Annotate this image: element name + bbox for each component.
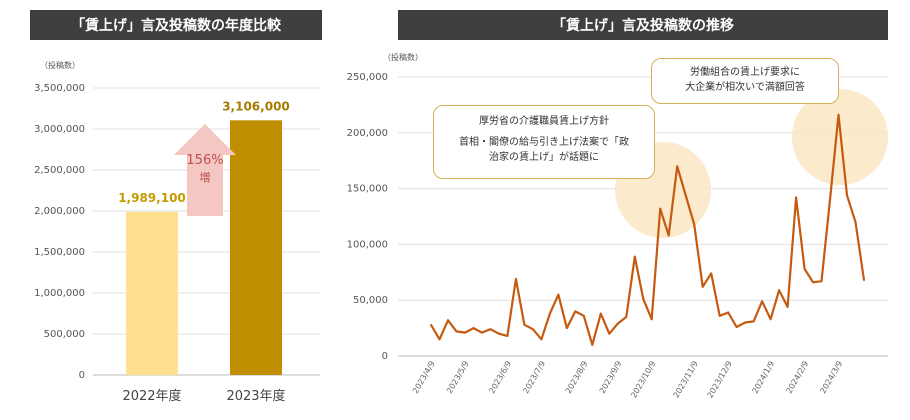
left-y-tick-label: 2,000,000 bbox=[34, 206, 85, 217]
growth-percent-label: 156% bbox=[186, 153, 223, 168]
data-point bbox=[846, 194, 848, 197]
data-point bbox=[557, 293, 560, 296]
data-point bbox=[472, 327, 475, 329]
data-point bbox=[515, 278, 517, 280]
data-point bbox=[769, 318, 772, 321]
data-point bbox=[812, 281, 814, 284]
left-y-tick-label: 2,500,000 bbox=[34, 165, 85, 176]
right-y-unit: （投稿数） bbox=[383, 52, 423, 62]
data-point bbox=[489, 328, 492, 331]
data-point bbox=[701, 285, 704, 288]
bar-2023年度 bbox=[230, 120, 282, 375]
right-y-tick-label: 250,000 bbox=[347, 72, 388, 83]
data-point bbox=[650, 318, 653, 321]
x-date-tick-label: 2023/11/9 bbox=[672, 360, 700, 400]
x-date-tick-label: 2023/4/9 bbox=[411, 360, 437, 396]
right-y-tick-label: 150,000 bbox=[347, 184, 388, 195]
x-date-tick-label: 2024/3/9 bbox=[818, 360, 844, 396]
bar-2022年度 bbox=[126, 211, 178, 375]
annotation-callout-2: 労働組合の賃上げ要求に 大企業が相次いで満額回答 bbox=[651, 58, 839, 104]
data-point bbox=[633, 255, 636, 258]
left-y-tick-label: 0 bbox=[79, 370, 85, 381]
callout-2-line1: 労働組合の賃上げ要求に bbox=[690, 67, 800, 78]
data-point bbox=[676, 165, 679, 168]
right-y-tick-label: 200,000 bbox=[347, 128, 388, 139]
data-point bbox=[684, 194, 687, 197]
callout-1-line1: 厚労省の介護職員賃上げ方針 bbox=[479, 116, 609, 127]
x-date-tick-label: 2023/10/9 bbox=[629, 360, 657, 400]
data-point bbox=[786, 305, 789, 308]
callout-1-line2: 首相・閣僚の給与引き上げ法案で「政 bbox=[459, 137, 629, 148]
right-y-tick-label: 50,000 bbox=[353, 295, 388, 306]
data-point bbox=[540, 338, 543, 341]
data-point bbox=[854, 221, 857, 223]
data-point bbox=[565, 327, 568, 329]
data-point bbox=[667, 234, 670, 237]
x-date-tick-label: 2023/7/9 bbox=[521, 360, 547, 396]
data-point bbox=[659, 207, 662, 210]
x-date-tick-label: 2023/5/9 bbox=[445, 360, 471, 396]
data-point bbox=[761, 300, 764, 303]
data-point bbox=[863, 279, 865, 282]
x-date-tick-label: 2023/9/9 bbox=[598, 360, 624, 396]
data-point bbox=[531, 328, 534, 331]
annotation-callout-1: 厚労省の介護職員賃上げ方針 首相・閣僚の給与引き上げ法案で「政 治家の賃上げ」が… bbox=[433, 105, 655, 179]
right-y-tick-label: 0 bbox=[382, 351, 388, 362]
data-point bbox=[752, 320, 755, 323]
data-point bbox=[464, 331, 466, 334]
data-point bbox=[498, 332, 500, 335]
data-point bbox=[710, 272, 713, 275]
bar-value-label: 3,106,000 bbox=[222, 99, 290, 113]
data-point bbox=[837, 114, 840, 116]
data-point bbox=[608, 332, 611, 335]
right-y-tick-label: 100,000 bbox=[347, 239, 388, 250]
data-point bbox=[438, 338, 441, 341]
left-y-tick-label: 3,500,000 bbox=[34, 83, 85, 94]
x-date-tick-label: 2023/8/9 bbox=[564, 360, 590, 396]
left-y-tick-label: 500,000 bbox=[44, 329, 85, 340]
data-point bbox=[591, 343, 594, 346]
data-point bbox=[548, 312, 551, 315]
data-point bbox=[574, 310, 577, 313]
data-point bbox=[447, 319, 449, 322]
data-point bbox=[455, 330, 458, 333]
data-point bbox=[582, 314, 585, 317]
data-point bbox=[599, 312, 602, 315]
left-y-tick-label: 1,000,000 bbox=[34, 288, 85, 299]
x-date-tick-label: 2023/6/9 bbox=[487, 359, 513, 395]
callout-1-line3: 治家の賃上げ」が話題に bbox=[489, 152, 599, 163]
data-point bbox=[820, 280, 823, 283]
right-chart-title: 「賃上げ」言及投稿数の推移 bbox=[398, 10, 888, 40]
x-date-tick-label: 2023/12/9 bbox=[706, 360, 734, 400]
data-point bbox=[616, 322, 619, 325]
left-chart-title: 「賃上げ」言及投稿数の年度比較 bbox=[30, 10, 322, 40]
x-date-tick-label: 2024/2/9 bbox=[785, 360, 811, 396]
data-point bbox=[642, 298, 645, 300]
data-point bbox=[744, 321, 747, 324]
data-point bbox=[727, 311, 730, 314]
data-point bbox=[718, 314, 721, 317]
data-point bbox=[506, 335, 509, 337]
data-point bbox=[803, 268, 806, 270]
data-point bbox=[430, 323, 432, 326]
data-point bbox=[481, 331, 483, 334]
data-point bbox=[693, 223, 696, 226]
left-y-tick-label: 3,000,000 bbox=[34, 124, 85, 135]
bar-value-label: 1,989,100 bbox=[118, 191, 186, 205]
data-point bbox=[829, 198, 831, 201]
x-category-label: 2022年度 bbox=[122, 388, 181, 404]
left-y-unit: （投稿数） bbox=[40, 60, 80, 70]
growth-suffix-label: 増 bbox=[200, 171, 211, 184]
data-point bbox=[735, 326, 738, 328]
left-y-tick-label: 1,500,000 bbox=[34, 247, 85, 258]
x-category-label: 2023年度 bbox=[226, 388, 285, 404]
growth-arrow bbox=[174, 124, 236, 216]
callout-2-line2: 大企業が相次いで満額回答 bbox=[685, 82, 805, 93]
data-point bbox=[778, 289, 780, 292]
x-date-tick-label: 2024/1/9 bbox=[751, 360, 777, 396]
data-point bbox=[523, 323, 526, 326]
data-point bbox=[795, 196, 797, 199]
data-point bbox=[625, 316, 628, 318]
series-line bbox=[430, 113, 866, 346]
